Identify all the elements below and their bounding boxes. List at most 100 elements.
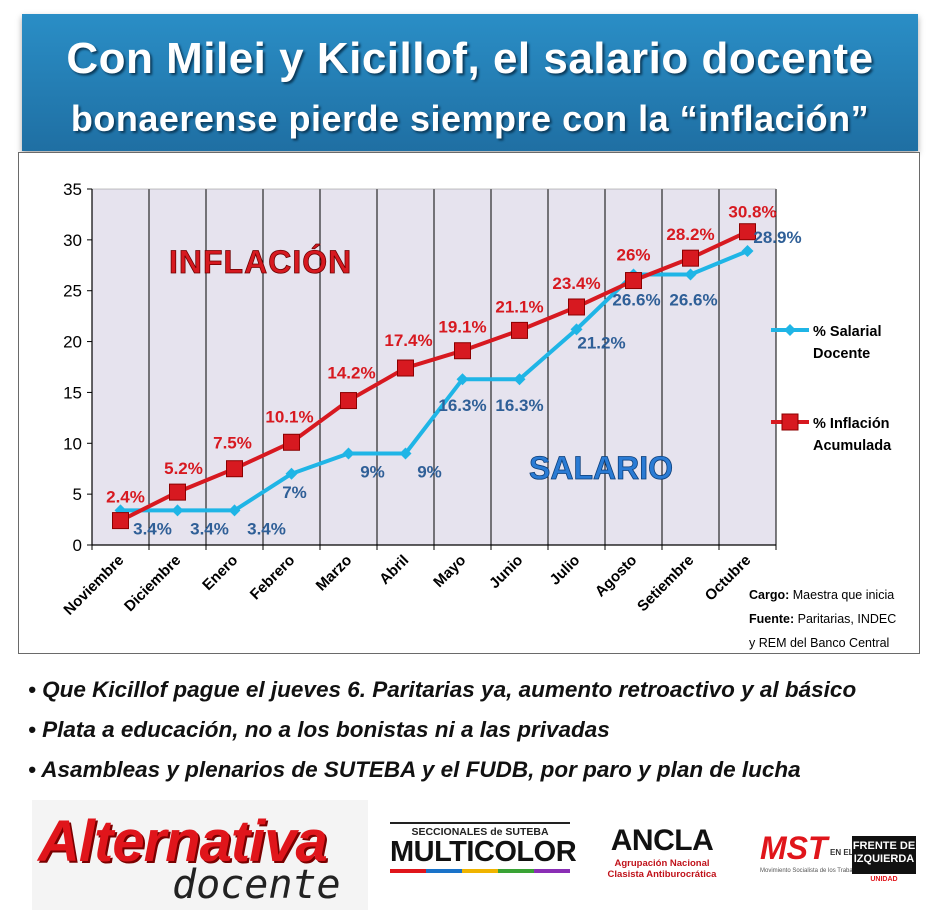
inflation-point <box>283 433 300 451</box>
inflation-point <box>397 359 414 377</box>
salary-data-label: 16.3% <box>495 396 543 415</box>
legend-inflation-label-1: % Inflación <box>813 416 890 432</box>
ancla-main-text: ANCLA <box>610 824 714 857</box>
salary-data-label: 26.6% <box>612 290 660 309</box>
inflation-data-label: 28.2% <box>666 225 714 244</box>
inflation-point <box>739 223 756 241</box>
bullet-list: • Que Kicillof pague el jueves 6. Parita… <box>28 670 928 790</box>
inflation-point <box>568 298 585 316</box>
legend-salary-marker <box>784 324 796 336</box>
y-tick-label: 30 <box>63 231 82 250</box>
salary-point <box>456 373 469 386</box>
inflation-point <box>625 272 642 290</box>
mst-sub-text: Movimiento Socialista de los Trabajadore… <box>760 868 873 874</box>
frente-line-1: FRENTE DE <box>852 840 916 852</box>
ancla-sub-text-1: Agrupación Nacional <box>614 858 710 869</box>
y-tick-label: 35 <box>63 180 82 199</box>
header-banner: Con Milei y Kicillof, el salario docente… <box>22 14 918 151</box>
inflation-data-label: 23.4% <box>552 274 600 293</box>
x-tick-label: Octubre <box>702 552 755 605</box>
inflation-data-label: 7.5% <box>213 434 252 453</box>
source-note-fuente-2-value: y REM del Banco Central <box>749 636 889 650</box>
source-note-fuente-value: Paritarias, INDEC <box>798 612 897 626</box>
legend-salary-label-2: Docente <box>813 346 870 362</box>
x-tick-label: Julio <box>547 552 584 589</box>
inflation-point <box>169 483 186 501</box>
ancla-logo: ANCLA Agrupación Nacional Clasista Antib… <box>602 824 722 884</box>
x-tick-label: Febrero <box>247 552 299 604</box>
salary-point <box>342 447 355 460</box>
x-tick-label: Enero <box>199 552 241 594</box>
title-line-1: Con Milei y Kicillof, el salario docente <box>66 34 874 83</box>
inflation-data-label: 2.4% <box>106 488 145 507</box>
y-tick-label: 5 <box>73 485 82 504</box>
y-tick-label: 15 <box>63 383 82 402</box>
inflation-data-label: 26% <box>616 246 650 265</box>
y-tick-label: 25 <box>63 282 82 301</box>
inflation-point <box>340 392 357 410</box>
inflation-point <box>511 321 528 339</box>
bullet-item: • Plata a educación, no a los bonistas n… <box>28 717 610 742</box>
title-line-2: bonaerense pierde siempre con la “inflac… <box>70 98 870 139</box>
inflation-point <box>112 512 129 530</box>
source-note-fuente: Fuente: Paritarias, INDEC <box>749 612 896 626</box>
salary-data-label: 9% <box>417 462 442 481</box>
salary-data-label: 28.9% <box>753 228 801 247</box>
alternativa-docente-logo: Alternativa docente <box>32 800 368 910</box>
inflation-point <box>454 342 471 360</box>
alternativa-word: Alternativa <box>38 809 328 874</box>
mst-word: MST <box>760 830 828 866</box>
source-note-cargo-label: Cargo: <box>749 588 793 602</box>
x-tick-label: Agosto <box>592 552 641 601</box>
y-tick-label: 0 <box>73 536 82 555</box>
x-tick-label: Mayo <box>430 552 469 591</box>
frente-izquierda-box: FRENTE DE IZQUIERDA <box>852 836 916 874</box>
ancla-sub-text-2: Clasista Antiburocrática <box>607 869 717 880</box>
legend-salary-label-1: % Salarial <box>813 324 882 340</box>
salary-point <box>285 467 298 480</box>
y-tick-label: 10 <box>63 434 82 453</box>
docente-word: docente <box>172 862 341 908</box>
source-note-cargo: Cargo: Maestra que inicia <box>749 588 894 602</box>
salary-data-label: 3.4% <box>247 519 286 538</box>
x-tick-label: Abril <box>376 552 412 588</box>
salary-point <box>171 504 184 517</box>
multicolor-top-text: SECCIONALES de SUTEBA <box>390 822 570 838</box>
salary-point <box>741 245 754 258</box>
frente-unidad-text: UNIDAD <box>870 876 898 883</box>
salary-data-label: 26.6% <box>669 290 717 309</box>
salary-point <box>399 447 412 460</box>
salary-point <box>684 268 697 281</box>
salary-data-label: 9% <box>360 462 385 481</box>
salary-point <box>570 323 583 336</box>
source-note-fuente-2: y REM del Banco Central <box>749 636 889 650</box>
x-tick-label: Junio <box>486 552 526 592</box>
x-tick-label: Noviembre <box>60 552 127 619</box>
mst-frente-izquierda-logo: MST EN EL Movimiento Socialista de los T… <box>760 830 920 890</box>
inflation-point <box>226 460 243 478</box>
salary-data-label: 21.2% <box>577 333 625 352</box>
legend-inflation-marker <box>781 413 799 431</box>
chart-frame: 0 5 10 15 20 25 30 35 Noviembre Diciembre Enero Feb… <box>18 152 920 654</box>
x-tick-label: Marzo <box>313 552 356 595</box>
inflation-data-label: 5.2% <box>164 459 203 478</box>
multicolor-main-text: MULTICOLOR <box>390 836 577 868</box>
inflation-word-annotation: INFLACIÓN <box>169 244 352 280</box>
salary-word-annotation: SALARIO <box>529 450 673 486</box>
bullet-item: • Que Kicillof pague el jueves 6. Parita… <box>28 677 857 702</box>
multicolor-logo: SECCIONALES de SUTEBA MULTICOLOR <box>390 822 577 884</box>
mst-en-text: EN EL <box>830 848 854 857</box>
salary-data-label: 7% <box>282 483 307 502</box>
salary-point <box>513 373 526 386</box>
inflation-data-label: 17.4% <box>384 331 432 350</box>
source-note-fuente-label: Fuente: <box>749 612 798 626</box>
multicolor-stripe <box>390 869 570 873</box>
bullet-item: • Asambleas y plenarios de SUTEBA y el F… <box>28 757 801 782</box>
salary-data-label: 16.3% <box>438 396 486 415</box>
legend-inflation-label-2: Acumulada <box>813 438 892 454</box>
inflation-data-label: 10.1% <box>265 407 313 426</box>
inflation-data-label: 19.1% <box>438 318 486 337</box>
inflation-data-label: 21.1% <box>495 297 543 316</box>
salary-data-label: 3.4% <box>133 519 172 538</box>
